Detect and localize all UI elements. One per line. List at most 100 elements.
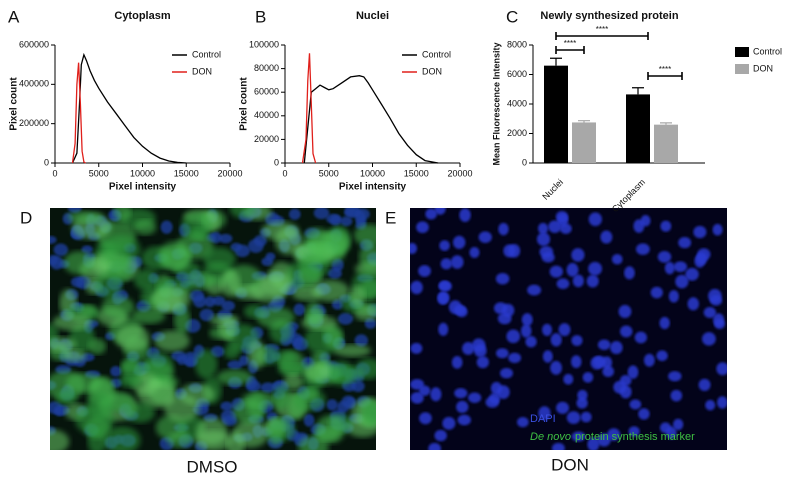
cell-nucleus	[588, 261, 603, 276]
cell-nucleus	[536, 232, 551, 247]
bar	[544, 65, 568, 163]
cell-nucleus	[418, 265, 431, 277]
cell-nucleus	[668, 290, 679, 303]
cell-nucleus	[611, 254, 623, 265]
x-tick-label: 0	[282, 168, 287, 178]
cell-cytoplasm	[303, 363, 331, 382]
cell-nucleus	[234, 244, 250, 258]
cell-cytoplasm	[78, 304, 97, 318]
cell-nucleus	[650, 286, 663, 299]
error-bar	[550, 57, 562, 66]
cell-cytoplasm	[223, 344, 240, 360]
cell-nucleus	[303, 413, 315, 427]
cell-nucleus	[459, 208, 471, 222]
cell-nucleus	[410, 378, 425, 390]
y-axis-label: Pixel count	[239, 77, 250, 131]
cell-nucleus	[556, 401, 570, 414]
cell-nucleus	[410, 342, 423, 354]
cell-nucleus	[571, 248, 585, 262]
cell-cytoplasm	[52, 313, 92, 331]
cell-nucleus	[462, 342, 475, 355]
cell-nucleus	[490, 381, 503, 395]
cell-nucleus	[438, 291, 450, 305]
cell-nucleus	[713, 313, 725, 327]
cell-nucleus	[516, 416, 529, 428]
panel-letter: E	[385, 208, 396, 227]
cell-nucleus	[499, 368, 514, 379]
cell-nucleus	[675, 274, 689, 289]
y-tick-label: 200000	[19, 118, 49, 128]
cell-cytoplasm	[299, 252, 330, 280]
cell-nucleus	[410, 242, 418, 255]
cell-nucleus	[337, 312, 354, 325]
cell-nucleus	[627, 365, 639, 379]
image-legend-rest: protein synthesis marker	[575, 431, 695, 443]
cell-nucleus	[212, 296, 226, 306]
cell-cytoplasm	[152, 285, 191, 313]
cell-cytoplasm	[241, 391, 277, 408]
cell-nucleus	[600, 230, 613, 244]
y-tick-label: 600000	[19, 39, 49, 49]
x-tick-label: 10000	[360, 168, 385, 178]
cell-cytoplasm	[174, 306, 191, 335]
cell-nucleus	[110, 365, 122, 377]
y-tick-label: 2000	[507, 128, 527, 138]
cell-nucleus	[330, 214, 342, 226]
cell-nucleus	[220, 401, 233, 411]
cell-cytoplasm	[124, 402, 155, 423]
y-tick-label: 0	[44, 157, 49, 167]
cell-cytoplasm	[195, 349, 218, 380]
cell-nucleus	[425, 208, 438, 220]
cell-nucleus	[542, 350, 553, 363]
cell-cytoplasm	[121, 357, 141, 383]
cell-nucleus	[434, 429, 447, 442]
series-line	[71, 52, 187, 164]
cell-nucleus	[587, 437, 600, 450]
cell-cytoplasm	[133, 219, 157, 235]
cell-cytoplasm	[185, 272, 214, 290]
cell-nucleus	[550, 360, 562, 375]
cell-nucleus	[657, 251, 672, 263]
cell-nucleus	[288, 208, 301, 220]
cell-nucleus	[456, 400, 469, 414]
cell-cytoplasm	[216, 369, 253, 386]
cell-cytoplasm	[202, 247, 236, 271]
legend-label: Control	[422, 49, 451, 59]
cell-nucleus	[204, 296, 216, 308]
cell-nucleus	[474, 344, 487, 358]
cell-nucleus	[717, 396, 727, 409]
cell-nucleus	[708, 288, 722, 303]
cell-nucleus	[537, 222, 549, 235]
cell-nucleus	[678, 237, 692, 249]
cell-cytoplasm	[259, 271, 293, 297]
cell-nucleus	[50, 255, 64, 270]
cell-nucleus	[70, 276, 85, 288]
x-tick-label: Nuclei	[540, 177, 565, 202]
panel-letter: A	[8, 7, 20, 26]
y-tick-label: 0	[274, 157, 279, 167]
cell-nucleus	[160, 220, 173, 234]
cell-cytoplasm	[101, 235, 141, 264]
cell-cytoplasm	[353, 224, 376, 247]
cell-nucleus	[559, 223, 572, 234]
cell-nucleus	[576, 397, 588, 409]
cell-nucleus	[416, 221, 429, 234]
cell-nucleus	[696, 252, 708, 265]
cell-cytoplasm	[273, 350, 297, 368]
legend-label: DON	[192, 66, 212, 76]
y-tick-label: 8000	[507, 39, 527, 49]
cell-nucleus	[498, 222, 509, 236]
cell-nucleus	[521, 313, 533, 327]
cell-nucleus	[451, 356, 463, 369]
cell-nucleus	[227, 360, 243, 370]
cell-cytoplasm	[226, 431, 245, 450]
cell-cytoplasm	[103, 426, 141, 450]
cell-nucleus	[527, 284, 542, 296]
cell-nucleus	[221, 300, 236, 312]
cell-nucleus	[541, 323, 553, 337]
cell-cytoplasm	[311, 351, 330, 368]
cell-nucleus	[496, 348, 509, 359]
cell-nucleus	[452, 235, 466, 249]
y-tick-label: 4000	[507, 98, 527, 108]
cell-nucleus	[508, 352, 522, 364]
